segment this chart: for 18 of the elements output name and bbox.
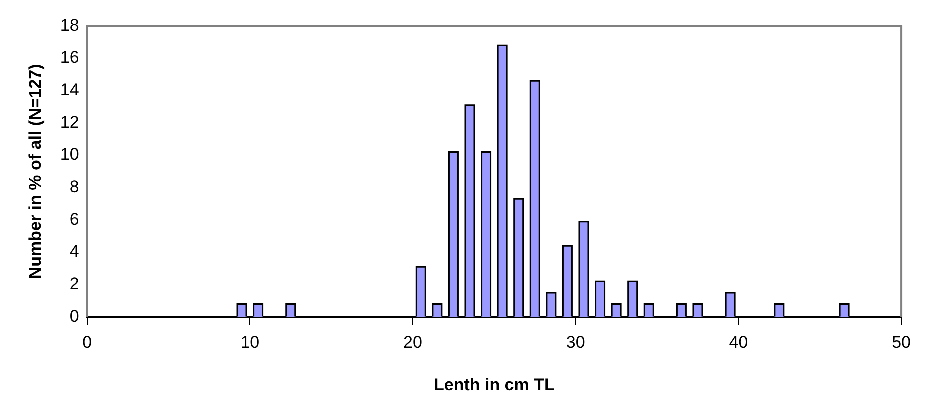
y-tick-label: 12	[60, 112, 80, 132]
y-tick-label: 6	[70, 210, 80, 229]
x-tick-label: 20	[404, 333, 422, 352]
x-tick-label: 0	[82, 333, 92, 352]
x-tick-label: 10	[240, 333, 260, 352]
x-tick-label: 30	[566, 333, 586, 352]
y-tick-label: 18	[60, 16, 80, 35]
y-tick-label: 4	[70, 242, 80, 262]
y-tick-label: 14	[60, 80, 80, 100]
x-axis-title: Lenth in cm TL	[434, 375, 555, 394]
y-tick-label: 2	[70, 274, 80, 294]
y-tick-label: 10	[60, 145, 80, 164]
y-tick-label: 8	[70, 178, 80, 197]
x-tick-label: 50	[892, 333, 912, 352]
y-axis-title: Number in % of all (N=127)	[26, 64, 45, 280]
y-tick-label: 0	[70, 306, 80, 326]
y-tick-label: 16	[60, 48, 80, 68]
x-tick-label: 40	[729, 333, 748, 352]
